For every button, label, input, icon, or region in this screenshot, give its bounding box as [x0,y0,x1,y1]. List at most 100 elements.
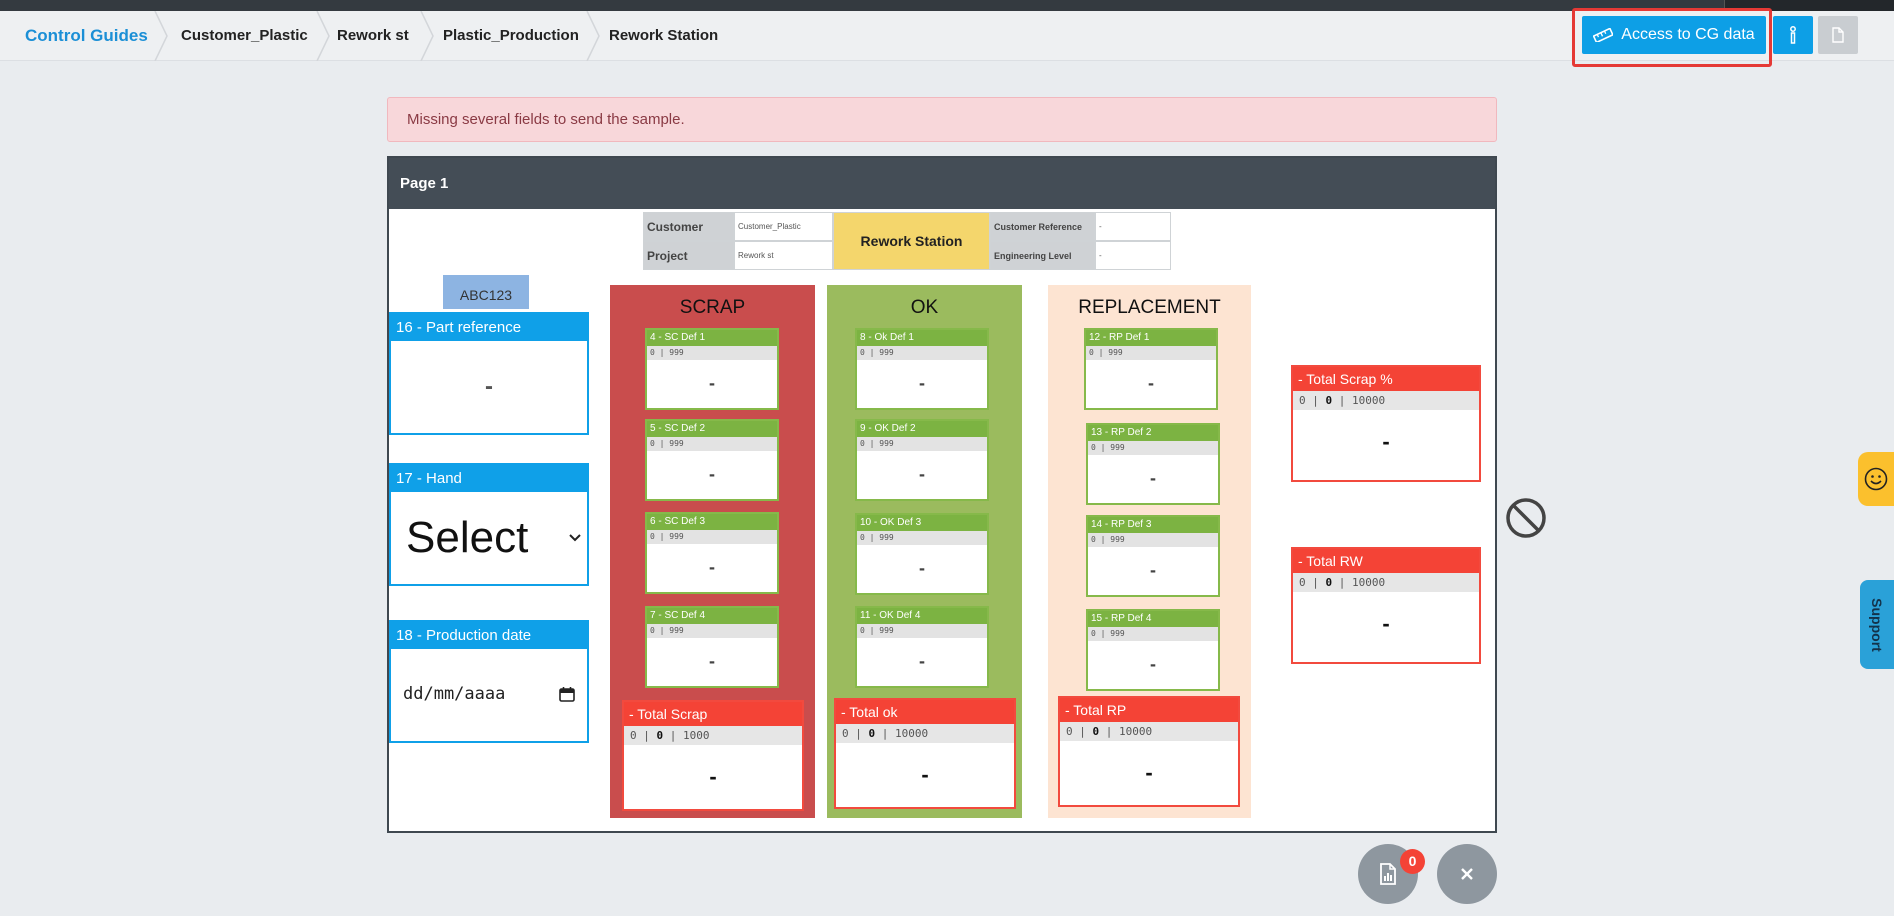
defect-value: - [919,373,925,393]
ok-column: OK 8 - Ok Def 1 0 | 999 - 9 - OK Def 2 0… [827,285,1022,818]
breadcrumb-item-production[interactable]: Plastic_Production [443,27,579,44]
defect-range: 0 | 999 [857,437,987,451]
customer-reference-value: - [1095,212,1171,241]
defect-label: 15 - RP Def 4 [1088,611,1218,627]
defect-label: 5 - SC Def 2 [647,421,777,437]
defect-range: 0 | 999 [647,346,777,360]
replacement-title: REPLACEMENT [1078,297,1221,318]
calendar-icon[interactable] [559,686,575,702]
customer-value: Customer_Plastic [734,212,833,241]
defect-value: - [709,557,715,577]
hand-select[interactable]: Select [391,492,587,583]
breadcrumb-item-station[interactable]: Rework Station [609,27,719,44]
scrap-defect-4[interactable]: 7 - SC Def 4 0 | 999 - [645,606,779,688]
defect-label: 13 - RP Def 2 [1088,425,1218,441]
ok-defect-1[interactable]: 8 - Ok Def 1 0 | 999 - [855,328,989,410]
total-ok[interactable]: - Total ok 0 | 0 | 10000 - [834,698,1016,809]
defect-label: 9 - OK Def 2 [857,421,987,437]
report-count-badge: 0 [1400,849,1425,874]
support-label: Support [1869,597,1885,652]
replacement-defect-2[interactable]: 13 - RP Def 2 0 | 999 - [1086,423,1220,505]
access-cg-data-label: Access to CG data [1621,26,1755,43]
breadcrumb: Control Guides Customer_Plastic Rework s… [0,11,1894,61]
replacement-defect-3[interactable]: 14 - RP Def 3 0 | 999 - [1086,515,1220,597]
replacement-defect-1[interactable]: 12 - RP Def 1 0 | 999 - [1084,328,1218,410]
defect-range: 0 | 999 [1088,533,1218,547]
defect-label: 6 - SC Def 3 [647,514,777,530]
smiley-icon [1864,467,1888,491]
engineering-level-label: Engineering Level [990,241,1095,270]
defect-range: 0 | 999 [1086,346,1216,360]
tag-label: ABC123 [443,275,529,309]
total-scrap-percent[interactable]: - Total Scrap % 0 | 0 | 10000 - [1291,365,1481,482]
part-reference-label: 16 - Part reference [391,314,587,341]
total-value: - [709,764,717,789]
total-rw[interactable]: - Total RW 0 | 0 | 10000 - [1291,547,1481,664]
document-button[interactable] [1818,16,1858,54]
hand-select-value: Select [406,512,529,562]
scrap-defect-2[interactable]: 5 - SC Def 2 0 | 999 - [645,419,779,501]
defect-range: 0 | 999 [857,346,987,360]
defect-range: 0 | 999 [1088,627,1218,641]
feedback-button[interactable] [1858,452,1894,506]
report-icon [1380,863,1396,885]
project-label: Project [643,241,734,270]
production-date-field: 18 - Production date dd/mm/aaaa [389,620,589,743]
hand-field: 17 - Hand Select [389,463,589,586]
highlight-frame [1572,8,1772,67]
top-strip [0,0,1894,11]
scrap-column: SCRAP 4 - SC Def 1 0 | 999 - 5 - SC Def … [610,285,815,818]
production-date-input[interactable]: dd/mm/aaaa [391,649,587,738]
close-button[interactable] [1437,844,1497,904]
ruler-icon [1593,28,1614,42]
project-value: Rework st [734,241,833,270]
total-range: 0 | 0 | 10000 [1060,722,1238,741]
defect-label: 7 - SC Def 4 [647,608,777,624]
ok-defect-2[interactable]: 9 - OK Def 2 0 | 999 - [855,419,989,501]
defect-label: 4 - SC Def 1 [647,330,777,346]
production-date-placeholder: dd/mm/aaaa [403,683,506,704]
info-button[interactable] [1773,16,1813,54]
scrap-defect-1[interactable]: 4 - SC Def 1 0 | 999 - [645,328,779,410]
production-date-label: 18 - Production date [391,622,587,649]
breadcrumb-home[interactable]: Control Guides [25,26,148,45]
page-title: Page 1 [389,158,1495,209]
support-tab[interactable]: Support [1860,580,1894,669]
form-panel: Page 1 Customer Customer_Plastic Project… [387,156,1497,833]
scrap-title: SCRAP [679,297,746,318]
defect-value: - [709,464,715,484]
access-cg-data-button[interactable]: Access to CG data [1582,16,1766,54]
defect-range: 0 | 999 [1088,441,1218,455]
total-range: 0 | 0 | 10000 [1293,573,1479,592]
chevron-right-icon [586,11,600,61]
defect-label: 11 - OK Def 4 [857,608,987,624]
total-range: 0 | 0 | 10000 [1293,391,1479,410]
defect-value: - [919,464,925,484]
defect-value: - [1148,373,1154,393]
ok-defect-3[interactable]: 10 - OK Def 3 0 | 999 - [855,513,989,595]
info-icon [1790,26,1796,44]
top-strip-segment [1724,0,1894,11]
replacement-defect-4[interactable]: 15 - RP Def 4 0 | 999 - [1086,609,1220,691]
chevron-right-icon [420,11,434,61]
total-scrap[interactable]: - Total Scrap 0 | 0 | 1000 - [622,700,804,811]
defect-range: 0 | 999 [647,437,777,451]
replacement-column: REPLACEMENT 12 - RP Def 1 0 | 999 - 13 -… [1048,285,1251,818]
hand-label: 17 - Hand [391,465,587,492]
customer-reference-label: Customer Reference [990,212,1095,241]
part-reference-field[interactable]: 16 - Part reference - [389,312,589,435]
customer-label: Customer [643,212,734,241]
total-range: 0 | 0 | 1000 [624,726,802,745]
total-value: - [1145,760,1153,785]
ok-defect-4[interactable]: 11 - OK Def 4 0 | 999 - [855,606,989,688]
breadcrumb-item-project[interactable]: Rework st [337,27,409,44]
total-label: - Total Scrap % [1293,367,1479,391]
defect-label: 8 - Ok Def 1 [857,330,987,346]
station-name: Rework Station [833,212,990,270]
scrap-defect-3[interactable]: 6 - SC Def 3 0 | 999 - [645,512,779,594]
breadcrumb-item-customer[interactable]: Customer_Plastic [181,27,308,44]
total-value: - [1382,429,1390,454]
defect-value: - [919,651,925,671]
total-range: 0 | 0 | 10000 [836,724,1014,743]
total-rp[interactable]: - Total RP 0 | 0 | 10000 - [1058,696,1240,807]
